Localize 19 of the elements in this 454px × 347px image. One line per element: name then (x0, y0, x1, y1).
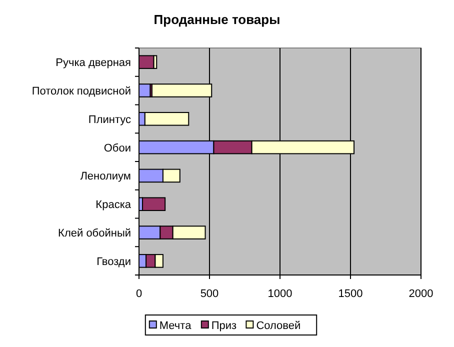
y-tick-label: Клей обойный (58, 227, 131, 240)
y-tick-label: Краска (96, 199, 132, 212)
y-tick-label: Обои (104, 142, 131, 154)
legend-label: Соловей (256, 320, 301, 332)
y-tick-label: Потолок подвисной (32, 86, 131, 98)
bar (138, 55, 154, 69)
y-tick-label: Ленолиум (80, 170, 131, 183)
x-tick-label: 1000 (268, 288, 292, 300)
legend-label: Мечта (159, 320, 192, 332)
x-tick-label: 1500 (338, 288, 363, 300)
bar (142, 197, 166, 212)
x-tick-label: 2000 (408, 288, 434, 300)
chart-title: Проданные товары (154, 12, 280, 27)
legend-label: Приз (211, 320, 237, 332)
x-tick-label: 0 (136, 288, 142, 300)
y-tick-label: Плинтус (88, 114, 132, 126)
y-tick-label: Гвозди (96, 256, 131, 268)
y-tick-label: Ручка дверная (56, 57, 132, 70)
x-tick-label: 500 (200, 288, 219, 300)
